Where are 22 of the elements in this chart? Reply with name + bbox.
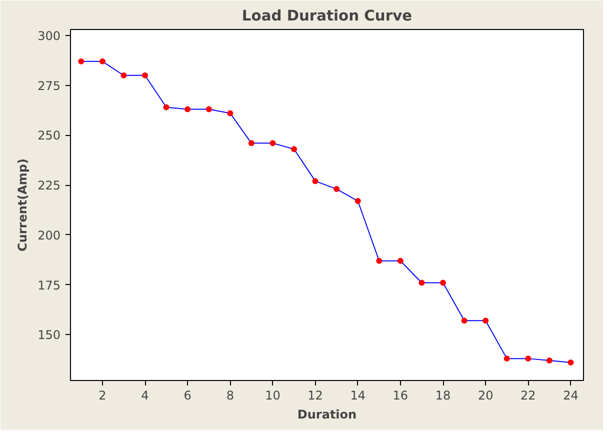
x-tick-label: 6 bbox=[184, 388, 192, 402]
x-axis-title: Duration bbox=[297, 408, 357, 422]
y-tick-label: 200 bbox=[38, 228, 60, 242]
x-tick-label: 22 bbox=[520, 388, 536, 402]
x-tick-label: 8 bbox=[226, 388, 234, 402]
y-tick-label: 150 bbox=[38, 328, 60, 342]
y-tick-label: 300 bbox=[38, 28, 60, 43]
y-tick-label: 275 bbox=[38, 78, 60, 93]
x-tick-label: 24 bbox=[563, 388, 578, 402]
x-tick-label: 4 bbox=[141, 388, 149, 402]
x-tick-label: 12 bbox=[308, 388, 323, 402]
x-tick-label: 20 bbox=[478, 388, 494, 402]
x-tick-label: 18 bbox=[435, 388, 451, 402]
y-tick-label: 250 bbox=[38, 128, 60, 143]
x-tick-label: 14 bbox=[350, 388, 366, 402]
y-axis-title: Current(Amp) bbox=[16, 158, 30, 252]
y-tick-label: 175 bbox=[38, 278, 60, 292]
chart-title: Load Duration Curve bbox=[242, 8, 412, 24]
x-tick-label: 2 bbox=[98, 388, 106, 402]
x-tick-label: 16 bbox=[392, 388, 408, 402]
y-tick-label: 225 bbox=[38, 178, 60, 193]
x-tick-label: 10 bbox=[265, 388, 280, 402]
